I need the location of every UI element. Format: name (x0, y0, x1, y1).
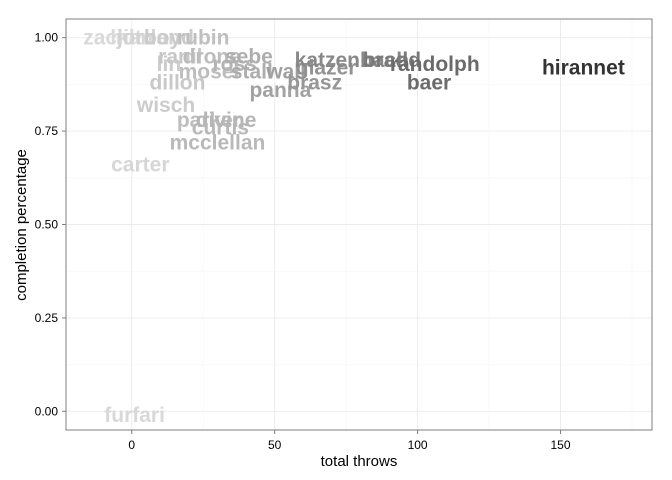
x-tick-label: 100 (408, 438, 428, 452)
point-label-furfari: furfari (104, 404, 165, 427)
x-tick-label: 0 (128, 438, 135, 452)
point-label-hirannet: hirannet (542, 57, 625, 80)
y-tick-label: 0.25 (35, 311, 59, 325)
point-label-rubin: rubin (177, 27, 230, 50)
grid-major (66, 19, 652, 430)
point-label-katzenbach: katzenbach (295, 49, 409, 72)
point-label-bradd: bradd (363, 49, 421, 72)
y-axis-ticks: 0.00 0.25 0.50 0.75 1.00 (35, 31, 66, 418)
point-label-nan: nan (116, 27, 153, 50)
y-tick-label: 0.00 (35, 404, 59, 418)
point-label-zack: zack (83, 27, 129, 50)
y-tick-label: 0.75 (35, 124, 59, 138)
point-label-ross: ross (212, 53, 256, 76)
point-label-drone: drone (183, 45, 241, 68)
point-label-boyd: boyd (144, 27, 194, 50)
point-label-divine: divine (196, 109, 257, 132)
point-label-parker: parker (177, 109, 241, 132)
point-label-wall: wall (265, 60, 306, 83)
point-label-mcclellan: mcclellan (170, 131, 266, 154)
point-label-carter: carter (111, 154, 169, 177)
x-tick-label: 150 (551, 438, 571, 452)
x-axis-ticks: 0 50 100 150 (128, 430, 571, 452)
point-label-mosel: mosel (179, 60, 240, 83)
point-label-sebe: sebe (225, 45, 273, 68)
y-tick-label: 1.00 (35, 31, 59, 45)
point-label-baer: baer (407, 72, 451, 95)
point-label-randolph: randolph (390, 53, 480, 76)
point-label-wisch: wisch (136, 94, 195, 117)
point-label-curtis: curtis (192, 116, 249, 139)
point-label-panna: panna (249, 79, 311, 102)
x-axis-title: total throws (321, 453, 398, 470)
point-label-stall: stall (231, 60, 273, 83)
point-label-brasz: brasz (287, 72, 342, 95)
point-label-glazer: glazer (296, 57, 357, 80)
point-label-hilt: hilt (110, 27, 142, 50)
point-label-ranil: ranil (158, 45, 202, 68)
y-tick-label: 0.50 (35, 218, 59, 232)
point-label-lin: lin (157, 53, 182, 76)
point-label-dillon: dillon (149, 72, 205, 95)
point-label-jordan: jordan (116, 27, 181, 50)
x-tick-label: 50 (268, 438, 282, 452)
y-axis-title: completion percentage (13, 149, 30, 301)
